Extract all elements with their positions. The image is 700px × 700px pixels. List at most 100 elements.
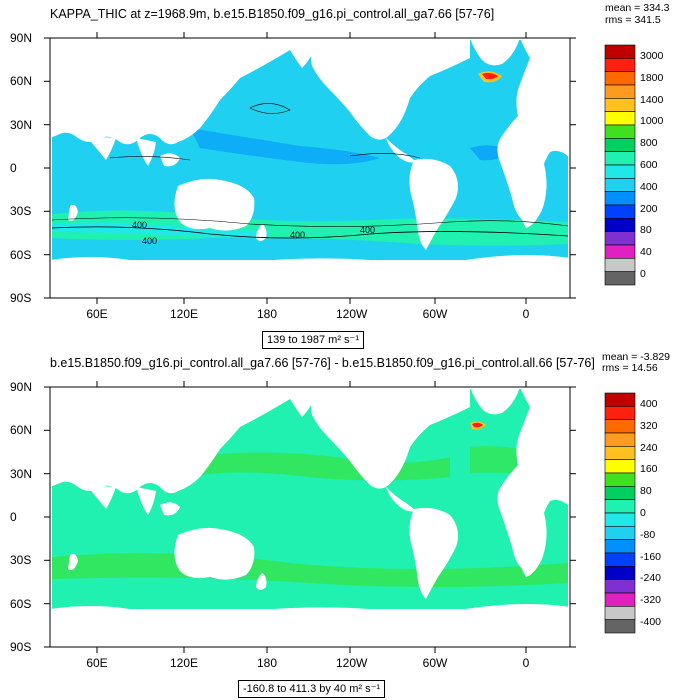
panel2-colorbar-label: 0 bbox=[640, 507, 646, 519]
panel2-lon-label: 60W bbox=[422, 656, 448, 670]
panel1-colorbar-swatch bbox=[604, 258, 636, 272]
panel1-colorbar-swatch bbox=[604, 191, 636, 206]
panel1-lon-label: 180 bbox=[256, 307, 278, 321]
panel1-colorbar-swatch bbox=[604, 231, 636, 246]
panel1-colorbar-swatch bbox=[604, 124, 636, 139]
panel2-colorbar-swatch bbox=[604, 526, 636, 540]
panel1-mean: mean = 334.3 bbox=[605, 2, 670, 14]
panel2-rms: rms = 14.56 bbox=[602, 362, 658, 374]
panel1-colorbar-swatch bbox=[604, 271, 636, 286]
panel2-colorbar-swatch bbox=[604, 486, 636, 500]
panel2-colorbar-label: -160 bbox=[640, 550, 662, 563]
panel2-colorbar-swatch bbox=[604, 606, 636, 620]
panel2-colorbar-swatch bbox=[604, 579, 636, 594]
panel2-lon-label: 60E bbox=[86, 656, 108, 670]
panel1-colorbar-label: 80 bbox=[640, 224, 652, 237]
panel1-colorbar-swatch bbox=[604, 244, 636, 259]
panel2-range-box: -160.8 to 411.3 by 40 m² s⁻¹ bbox=[238, 680, 386, 698]
panel1-lon-label: 60W bbox=[422, 307, 448, 321]
panel2-lat-label: 30N bbox=[10, 466, 33, 481]
panel2-lon-label: 180 bbox=[256, 656, 278, 670]
panel2-colorbar-label: 400 bbox=[640, 397, 658, 410]
panel1-colorbar-swatch bbox=[604, 111, 636, 126]
panel2-lat-label: 90S bbox=[10, 640, 32, 654]
panel1-colorbar-label: 400 bbox=[640, 180, 658, 193]
panel1-colorbar-label: 3000 bbox=[640, 49, 664, 62]
panel2-colorbar-label: -80 bbox=[640, 528, 656, 541]
panel2-lat-label: 60N bbox=[10, 423, 33, 438]
panel2-colorbar-swatch bbox=[604, 432, 636, 447]
panel1-range-box: 139 to 1987 m² s⁻¹ bbox=[262, 331, 365, 349]
panel2-colorbar-swatch bbox=[604, 619, 636, 634]
panel1-colorbar-swatch bbox=[604, 164, 636, 179]
panel1-colorbar-label: 1000 bbox=[640, 115, 664, 128]
panel1-lat-label: 30N bbox=[10, 117, 33, 132]
panel2-colorbar-label: -240 bbox=[640, 572, 662, 585]
panel1-lat-label: 60N bbox=[10, 74, 33, 89]
panel2-lat-label: 60S bbox=[10, 596, 32, 611]
panel1-lat-label: 90S bbox=[10, 291, 32, 305]
panel1-title: KAPPA_THIC at z=1968.9m, b.e15.B1850.f09… bbox=[50, 7, 495, 21]
panel1-rms: rms = 341.5 bbox=[605, 14, 661, 26]
panel1-colorbar-label: 1800 bbox=[640, 71, 664, 84]
panel2-lon-label: 0 bbox=[522, 656, 530, 670]
panel1-lat-label: 0 bbox=[10, 161, 17, 175]
panel1-colorbar-swatch bbox=[604, 71, 636, 86]
panel1-colorbar-swatch bbox=[604, 98, 636, 112]
panel1-lat-label: 60S bbox=[10, 247, 32, 262]
panel2-colorbar-label: -400 bbox=[640, 616, 662, 629]
panel1-lon-label: 120W bbox=[336, 307, 368, 321]
panel2-colorbar-swatch bbox=[604, 472, 636, 487]
panel1-colorbar bbox=[604, 44, 636, 286]
panel2-colorbar-swatch bbox=[604, 566, 636, 580]
panel1-colorbar-swatch bbox=[604, 178, 636, 192]
panel1-colorbar-swatch bbox=[604, 151, 636, 166]
panel1-colorbar-label: 1400 bbox=[640, 93, 664, 106]
panel2-lat-label: 0 bbox=[10, 510, 17, 524]
panel1-lon-label: 120E bbox=[170, 307, 199, 321]
panel1-colorbar-swatch bbox=[604, 218, 636, 232]
panel2-colorbar-swatch bbox=[604, 539, 636, 554]
panel1-colorbar-label: 600 bbox=[640, 159, 658, 171]
panel1-colorbar-label: 200 bbox=[640, 202, 658, 215]
panel2-lon-label: 120W bbox=[336, 656, 368, 670]
panel1-colorbar-swatch bbox=[604, 58, 636, 72]
panel2-colorbar-swatch bbox=[604, 512, 636, 527]
panel2-colorbar-swatch bbox=[604, 499, 636, 514]
panel2-lon-label: 120E bbox=[170, 656, 199, 670]
panel2-colorbar-swatch bbox=[604, 406, 636, 420]
panel2-colorbar-swatch bbox=[604, 552, 636, 567]
panel1-colorbar-swatch bbox=[604, 84, 636, 99]
panel1-contour-label: 400 bbox=[360, 225, 375, 235]
panel1-contour-label: 400 bbox=[142, 236, 157, 246]
panel1-lat-label: 90N bbox=[10, 31, 33, 45]
panel2-colorbar-label: 80 bbox=[640, 485, 652, 498]
panel1-lat-label: 30S bbox=[10, 204, 32, 219]
panel1-contour-label: 400 bbox=[290, 230, 305, 240]
panel1-colorbar-label: 0 bbox=[640, 268, 646, 281]
panel2-colorbar-swatch bbox=[604, 459, 636, 474]
panel2-colorbar-swatch bbox=[604, 592, 636, 607]
panel2-lat-label: 90N bbox=[10, 380, 33, 394]
panel1-map: 400 400 400 400 bbox=[49, 37, 571, 299]
panel1-lon-label: 0 bbox=[522, 307, 530, 321]
panel1-colorbar-swatch bbox=[604, 44, 636, 59]
panel2-colorbar-label: 160 bbox=[640, 463, 658, 476]
panel2-colorbar-swatch bbox=[604, 419, 636, 434]
panel2-colorbar-swatch bbox=[604, 446, 636, 460]
panel2-colorbar-label: 240 bbox=[640, 441, 658, 454]
panel2-lat-label: 30S bbox=[10, 553, 32, 568]
panel2-colorbar bbox=[604, 392, 636, 634]
panel1-colorbar-swatch bbox=[604, 138, 636, 152]
panel1-colorbar-swatch bbox=[604, 204, 636, 219]
panel2-title: b.e15.B1850.f09_g16.pi_control.all_ga7.6… bbox=[50, 356, 595, 370]
panel2-colorbar-label: -320 bbox=[640, 594, 662, 607]
panel1-colorbar-label: 800 bbox=[640, 137, 658, 150]
panel1-contour-label: 400 bbox=[132, 220, 147, 230]
panel2-colorbar-swatch bbox=[604, 392, 636, 407]
panel1-lon-label: 60E bbox=[86, 307, 108, 321]
panel2-colorbar-label: 320 bbox=[640, 419, 658, 432]
panel1-colorbar-label: 40 bbox=[640, 246, 652, 259]
panel2-mean: mean = -3.829 bbox=[602, 351, 671, 363]
